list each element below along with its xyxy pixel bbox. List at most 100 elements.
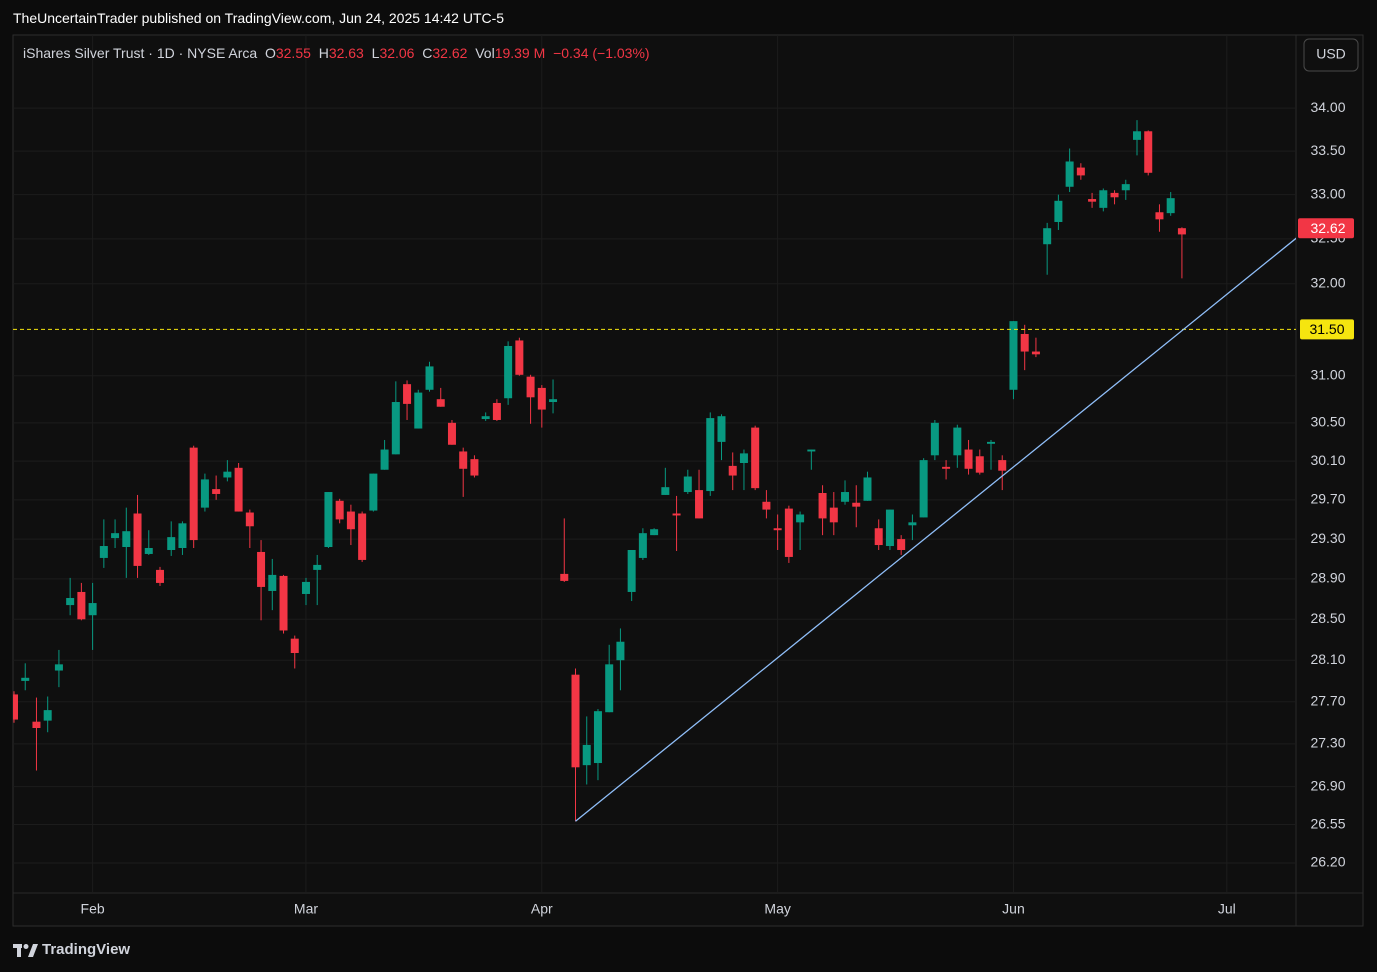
close-label: C <box>422 45 433 61</box>
candle-body <box>54 664 63 671</box>
candle-body <box>739 453 748 463</box>
candle-body <box>481 416 490 420</box>
candle-body <box>627 549 636 592</box>
level-label-box <box>1300 319 1354 340</box>
candle-body <box>223 471 232 478</box>
y-tick-label: 29.30 <box>1310 530 1345 546</box>
candle-body <box>526 376 535 398</box>
candle-body <box>155 569 164 583</box>
candle-body <box>111 533 120 539</box>
volume-value: 19.39 M <box>494 45 546 61</box>
candle-body <box>1054 200 1063 222</box>
currency-button[interactable] <box>1303 38 1359 72</box>
candle-body <box>762 501 771 510</box>
candle-body <box>245 512 254 527</box>
candle-body <box>414 392 423 429</box>
high-label: H <box>318 45 329 61</box>
candle-body <box>436 399 445 407</box>
candle-body <box>1166 198 1175 214</box>
candle-body <box>21 677 30 681</box>
candle-body <box>964 449 973 469</box>
y-tick-label: 27.70 <box>1310 692 1345 708</box>
candle-body <box>200 479 209 508</box>
y-tick-label: 33.50 <box>1310 142 1345 158</box>
x-tick-label: May <box>764 901 790 917</box>
grid <box>13 35 1296 893</box>
plot-area <box>13 120 1296 822</box>
candle-body <box>571 674 580 768</box>
candle-body <box>560 573 569 581</box>
candle-body <box>1088 199 1097 202</box>
candle-body <box>88 603 97 616</box>
candle-body <box>324 492 333 548</box>
candle-body <box>346 511 355 530</box>
y-tick-label: 30.10 <box>1310 452 1345 468</box>
low-label: L <box>371 45 380 61</box>
candle-body <box>380 449 389 470</box>
open-value: 32.55 <box>275 45 311 61</box>
candle-body <box>515 340 524 375</box>
candle-body <box>234 467 243 512</box>
candle-body <box>425 366 434 390</box>
candle-body <box>818 493 827 519</box>
y-tick-label: 32.00 <box>1310 274 1345 290</box>
y-tick-label: 28.90 <box>1310 570 1345 586</box>
candle-body <box>706 418 715 492</box>
candle-body <box>1043 228 1052 245</box>
candle-body <box>492 402 501 420</box>
candle-body <box>897 539 906 550</box>
candle-body <box>852 502 861 507</box>
candle-body <box>784 508 793 557</box>
candle-body <box>537 387 546 410</box>
candle-body <box>1065 161 1074 187</box>
axes: 34.0033.5033.0032.5032.0031.0030.5030.10… <box>81 99 1354 917</box>
high-value: 32.63 <box>328 45 364 61</box>
candle-body <box>1031 351 1040 355</box>
trend-line <box>575 237 1296 822</box>
candle-body <box>953 427 962 456</box>
candle-body <box>290 638 299 654</box>
candle-body <box>391 402 400 455</box>
candle-body <box>930 422 939 456</box>
candle-body <box>582 744 591 766</box>
candle-body <box>773 528 782 531</box>
candle-body <box>751 427 760 489</box>
candle-body <box>998 460 1007 471</box>
candle-body <box>605 664 614 713</box>
candle-body <box>1133 131 1141 140</box>
x-tick-label: Apr <box>531 901 553 917</box>
candle-body <box>335 500 344 520</box>
candle-body <box>919 460 928 518</box>
candle-body <box>144 548 153 554</box>
candle-body <box>167 537 176 550</box>
candle-body <box>77 591 86 620</box>
y-tick-label: 31.00 <box>1310 366 1345 382</box>
candle-body <box>358 513 367 560</box>
currency-label: USD <box>1316 46 1346 62</box>
level-label: 31.50 <box>1309 321 1344 337</box>
close-value: 32.62 <box>432 45 468 61</box>
y-tick-label: 27.30 <box>1310 735 1345 751</box>
change-value: −0.34 (−1.03%) <box>553 45 650 61</box>
candle-body <box>279 575 288 631</box>
candle-body <box>1144 131 1153 173</box>
candle-body <box>1076 167 1085 176</box>
candle-body <box>1020 333 1029 352</box>
last-price-label: 32.62 <box>1310 220 1345 236</box>
candle-body <box>616 641 625 661</box>
candle-body <box>369 473 378 511</box>
candle-body <box>942 466 951 469</box>
y-tick-label: 26.55 <box>1310 815 1345 831</box>
candle-body <box>447 422 456 445</box>
volume-label: Vol <box>475 45 495 61</box>
y-tick-label: 28.10 <box>1310 651 1345 667</box>
candle-body <box>313 564 322 570</box>
candle-body <box>212 489 221 494</box>
candle-body <box>268 574 277 591</box>
candle-body <box>863 477 872 501</box>
candle-body <box>841 492 850 502</box>
candle-body <box>43 710 52 721</box>
candle-body <box>650 529 659 536</box>
brand-logo <box>13 944 38 957</box>
